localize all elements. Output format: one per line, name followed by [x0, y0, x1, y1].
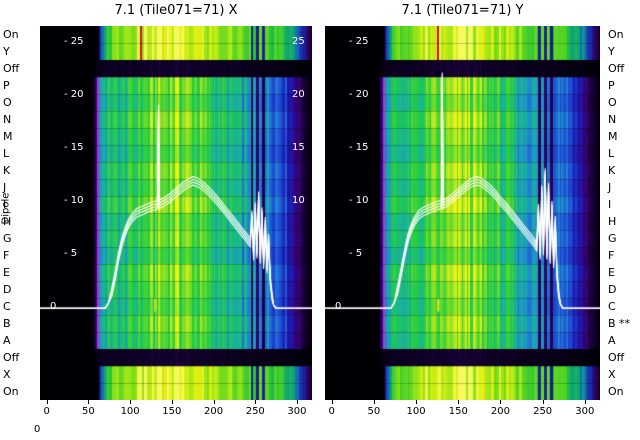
row-label-left: G: [3, 231, 12, 245]
row-label-left: L: [3, 146, 10, 160]
row-label-left: P: [3, 78, 10, 92]
panel-title-y: 7.1 (Tile071=71) Y: [401, 3, 524, 18]
row-label-right: On: [608, 27, 624, 41]
x-tick-mark: [171, 400, 173, 404]
x-tick-label: 300: [287, 406, 307, 417]
x-tick-label: 200: [490, 406, 510, 417]
inner-ytick-left: - 20: [349, 88, 369, 100]
row-label-right: M: [608, 129, 618, 143]
x-tick-label: 100: [406, 406, 426, 417]
inner-ytick-left: - 5: [64, 248, 78, 260]
row-label-right: H: [608, 214, 617, 228]
x-tick-label: 200: [203, 406, 224, 417]
x-tick-mark: [416, 400, 418, 404]
heatmap-canvas-x: [40, 26, 312, 400]
row-label-left: M: [3, 129, 13, 143]
x-tick-mark: [458, 400, 460, 404]
row-label-left: H: [3, 214, 12, 228]
row-label-left: N: [3, 112, 12, 126]
x-tick-mark: [213, 400, 215, 404]
row-label-left: A: [3, 333, 11, 347]
inner-ytick-right: 25: [292, 35, 305, 47]
x-tick-mark: [542, 400, 544, 404]
x-tick-label: 300: [575, 406, 595, 417]
x-tick-label: 150: [448, 406, 468, 417]
row-label-left: O: [3, 95, 12, 109]
x-tick-label: 0: [328, 406, 335, 417]
row-label-right: On: [608, 384, 624, 398]
row-label-left: Off: [3, 350, 20, 364]
row-label-left: On: [3, 27, 19, 41]
row-label-right: D: [608, 282, 617, 296]
x-tick-mark: [88, 400, 90, 404]
row-label-left: C: [3, 299, 11, 313]
row-label-right: I: [608, 197, 612, 211]
x-tick-label: 150: [162, 406, 182, 417]
row-label-right: J: [608, 180, 612, 194]
row-label-left: I: [3, 197, 7, 211]
inner-ytick-right: 10: [292, 195, 305, 207]
x-tick-label: 50: [82, 406, 95, 417]
inner-ytick-left: - 25: [349, 35, 369, 47]
x-tick-label: 100: [120, 406, 140, 417]
x-tick-label: 50: [367, 406, 381, 417]
row-label-right: B **: [608, 316, 631, 330]
row-label-right: A: [608, 333, 616, 347]
x-tick-label: 0: [43, 406, 50, 417]
row-label-left: F: [3, 248, 10, 262]
inner-ytick-right: 20: [292, 88, 305, 100]
panel-x: [40, 26, 312, 400]
row-label-left: J: [3, 180, 7, 194]
zero-tick-label: 0: [335, 301, 342, 313]
row-label-left: D: [3, 282, 12, 296]
inner-ytick-left: - 10: [64, 195, 84, 207]
panel-title-x: 7.1 (Tile071=71) X: [114, 3, 238, 18]
row-label-right: F: [608, 248, 615, 262]
row-label-right: Off: [608, 61, 625, 75]
inner-ytick-left: - 10: [349, 195, 369, 207]
heatmap-canvas-y: [325, 26, 600, 400]
row-label-left: On: [3, 384, 19, 398]
x-tick-label: 250: [245, 406, 265, 417]
x-tick-label: 250: [533, 406, 553, 417]
x-tick-mark: [46, 400, 48, 404]
row-label-right: L: [608, 146, 615, 160]
inner-ytick-left: - 15: [349, 142, 369, 154]
row-label-right: K: [608, 163, 616, 177]
row-label-left: B: [3, 316, 11, 330]
row-label-right: Y: [608, 44, 615, 58]
x-tick-mark: [130, 400, 132, 404]
row-label-left: Y: [3, 44, 10, 58]
row-label-right: C: [608, 299, 616, 313]
inner-ytick-left: - 5: [349, 248, 363, 260]
x-tick-mark: [331, 400, 333, 404]
row-label-left: E: [3, 265, 10, 279]
zero-tick-label: 0: [50, 301, 57, 313]
x-tick-mark: [373, 400, 375, 404]
x-tick-mark: [296, 400, 298, 404]
row-label-left: K: [3, 163, 11, 177]
x-tick-mark: [500, 400, 502, 404]
inner-ytick-left: - 25: [64, 35, 84, 47]
row-label-left: X: [3, 367, 11, 381]
row-label-right: X: [608, 367, 616, 381]
row-label-right: P: [608, 78, 615, 92]
inner-ytick-left: - 20: [64, 88, 84, 100]
row-label-right: G: [608, 231, 617, 245]
row-label-right: Off: [608, 350, 625, 364]
bottom-left-tick: 0: [34, 424, 41, 435]
x-tick-mark: [584, 400, 586, 404]
row-label-right: E: [608, 265, 615, 279]
x-tick-mark: [255, 400, 257, 404]
inner-ytick-right: 15: [292, 142, 305, 154]
inner-ytick-left: - 15: [64, 142, 84, 154]
row-label-right: O: [608, 95, 617, 109]
row-label-right: N: [608, 112, 617, 126]
panel-y: [325, 26, 600, 400]
row-label-left: Off: [3, 61, 20, 75]
